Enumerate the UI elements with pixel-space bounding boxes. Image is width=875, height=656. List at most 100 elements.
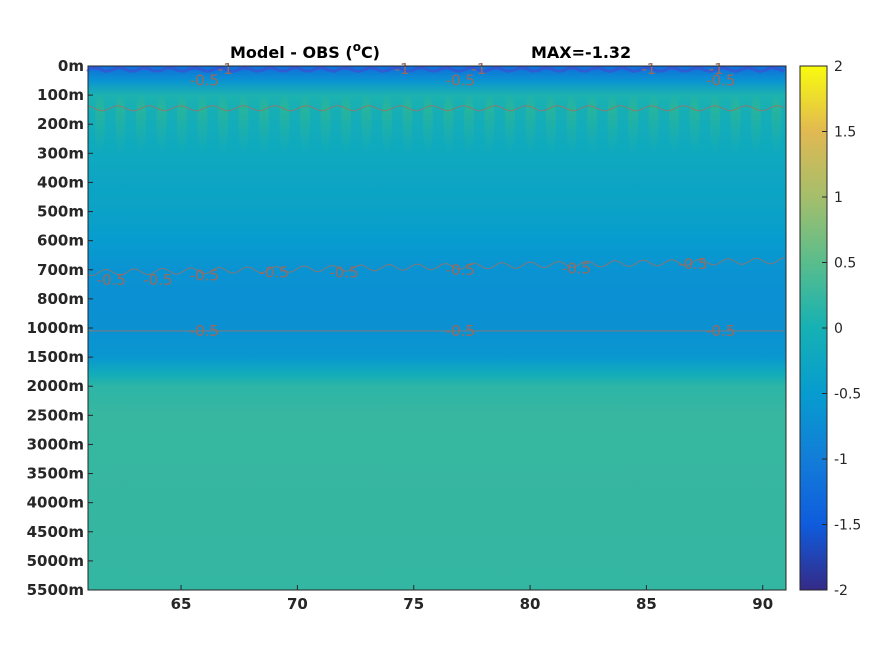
wave-streak: [566, 92, 577, 154]
contour-label: -0.5: [190, 72, 219, 90]
wave-streak: [259, 92, 269, 154]
wave-streak: [361, 92, 372, 154]
contour-label: -1: [709, 60, 724, 78]
y-tick-label: 1000m: [27, 319, 84, 337]
wave-streak: [669, 92, 679, 154]
wave-streak: [197, 92, 208, 154]
y-tick-label: 5000m: [27, 552, 84, 570]
wave-streak: [443, 92, 454, 154]
wave-streak: [689, 92, 700, 154]
wave-streak: [218, 92, 228, 154]
contour-label: -0.5: [446, 72, 475, 90]
contour-label: -1: [641, 60, 656, 78]
wave-streak: [546, 92, 556, 154]
colorbar-ticks: 2 1.5 1 0.5 0 -0.5 -1 -1.5 -2: [822, 59, 861, 599]
y-tick-label: 4000m: [27, 494, 84, 512]
chart-title-main: Model - OBS (: [230, 43, 353, 62]
wave-streak: [238, 92, 249, 154]
y-tick-label: 3500m: [27, 465, 84, 483]
colorbar-tick-label: -1: [834, 452, 848, 468]
colorbar: 2 1.5 1 0.5 0 -0.5 -1 -1.5 -2: [799, 59, 861, 599]
wave-streak: [95, 92, 105, 154]
y-tick-label: 2000m: [27, 377, 84, 395]
y-tick-label: 600m: [37, 232, 84, 250]
wave-streak: [710, 92, 720, 154]
contour-label: -0.5: [678, 255, 707, 273]
contour-label: -0.5: [446, 261, 475, 279]
contour-label: -0.5: [143, 271, 172, 289]
y-tick-label: 400m: [37, 173, 84, 191]
y-tick-label: 1500m: [27, 348, 84, 366]
y-tick-label: 2500m: [27, 406, 84, 424]
contour-label: -0.5: [562, 259, 591, 277]
colorbar-tick-label: -0.5: [834, 387, 861, 403]
wave-streak: [423, 92, 433, 154]
y-axis: 0m 100m 200m 300m 400m 500m 600m 700m 800m 1000m 1…: [27, 57, 93, 599]
chart-title-degree: o: [353, 40, 361, 54]
wave-streak: [607, 92, 618, 154]
contour-label: -0.5: [446, 322, 475, 340]
wave-streak: [464, 92, 474, 154]
colorbar-tick-label: 1.5: [834, 125, 856, 141]
x-tick-label: 80: [520, 595, 541, 613]
wave-streak: [484, 92, 495, 154]
contour-label: -0.5: [97, 271, 126, 289]
x-tick-label: 90: [752, 595, 773, 613]
chart-subtitle: MAX=-1.32: [531, 43, 631, 62]
colorbar-tick-label: 0.5: [834, 256, 856, 272]
chart-title: Model - OBS (oC): [230, 40, 380, 62]
wave-streak: [279, 92, 290, 154]
x-tick-label: 85: [636, 595, 657, 613]
wave-streak: [320, 92, 331, 154]
y-tick-label: 800m: [37, 290, 84, 308]
wave-streak: [382, 92, 392, 154]
contour-label: -0.5: [706, 322, 735, 340]
wave-streak: [730, 92, 741, 154]
y-tick-label: 4500m: [27, 523, 84, 541]
contour-label: -0.5: [329, 264, 358, 282]
wave-streak: [505, 92, 515, 154]
x-axis: 65 70 75 80 85 90: [171, 585, 773, 613]
colorbar-tick-label: 2: [834, 59, 843, 75]
contour-label: -0.5: [190, 267, 219, 285]
chart-title-unit: C): [361, 43, 380, 62]
y-tick-label: 0m: [58, 57, 84, 75]
y-tick-label: 5500m: [27, 581, 84, 599]
wave-streak: [587, 92, 597, 154]
wave-streak: [628, 92, 638, 154]
wave-streak: [771, 92, 782, 154]
wave-streak: [648, 92, 659, 154]
contour-label: -0.5: [706, 72, 735, 90]
heatmap: -1-0.5-1-0.5-1 -1 -1-0.5-0.5 -0.5 -0.5 -0.5 -0…: [86, 60, 786, 590]
heatmap-field: [88, 66, 786, 590]
x-tick-label: 65: [171, 595, 192, 613]
y-tick-label: 200m: [37, 115, 84, 133]
x-tick-label: 70: [287, 595, 308, 613]
contour-label: -1: [471, 60, 486, 78]
wave-streak: [177, 92, 187, 154]
contour-label: -0.5: [259, 264, 288, 282]
contour-label: -1: [395, 60, 410, 78]
colorbar-tick-label: 0: [834, 321, 843, 337]
wave-streak: [341, 92, 351, 154]
contour-labels: -1-0.5-1-0.5-1 -1 -1-0.5-0.5 -0.5 -0.5 -0.5 -0…: [97, 60, 736, 340]
colorbar-tick-label: -2: [834, 583, 848, 599]
y-tick-label: 3000m: [27, 435, 84, 453]
wave-streak: [115, 92, 126, 154]
wave-streak: [751, 92, 761, 154]
contour-lines: [87, 105, 785, 332]
y-tick-label: 100m: [37, 86, 84, 104]
wave-streak: [525, 92, 536, 154]
colorbar-tick-label: -1.5: [834, 518, 861, 534]
y-tick-label: 700m: [37, 261, 84, 279]
wave-streak: [156, 92, 167, 154]
colorbar-tick-label: 1: [834, 190, 843, 206]
y-tick-label: 300m: [37, 144, 84, 162]
contour-line: [87, 105, 785, 112]
wave-streak: [402, 92, 413, 154]
contour-label: -0.5: [190, 322, 219, 340]
x-tick-label: 75: [403, 595, 424, 613]
y-tick-label: 500m: [37, 203, 84, 221]
contour-line: [87, 257, 785, 277]
